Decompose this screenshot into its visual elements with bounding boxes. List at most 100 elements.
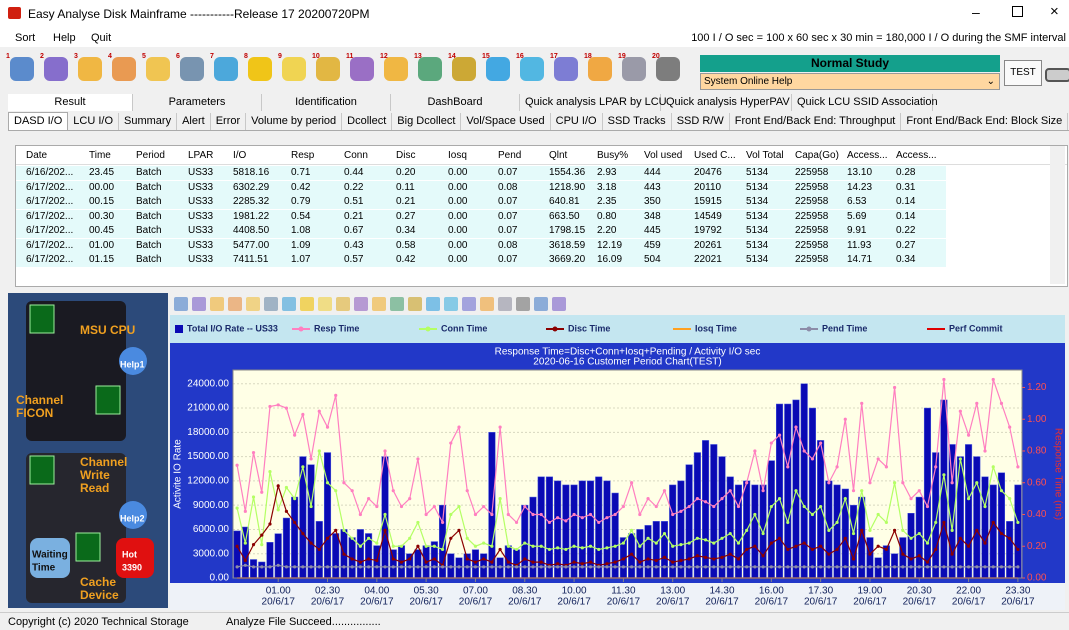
tab[interactable]: DashBoard xyxy=(391,94,520,111)
tab[interactable]: Front End/Back End: Throughput xyxy=(730,113,902,130)
chart-tool[interactable] xyxy=(462,297,476,311)
chart-tool[interactable] xyxy=(534,297,548,311)
menu-item[interactable]: Sort xyxy=(15,32,35,44)
tab[interactable]: Parameters xyxy=(133,94,262,111)
column-header[interactable]: Conn xyxy=(344,150,368,161)
toolbar-button[interactable] xyxy=(656,57,680,81)
toolbar-button[interactable] xyxy=(622,57,646,81)
column-header[interactable]: Period xyxy=(136,150,165,161)
point xyxy=(277,508,280,511)
column-header[interactable]: Disc xyxy=(396,150,415,161)
toolbar-button[interactable] xyxy=(112,57,136,81)
chart-tool[interactable] xyxy=(192,297,206,311)
tab[interactable]: Identification xyxy=(262,94,391,111)
menu-item[interactable]: Help xyxy=(53,32,76,44)
column-header[interactable]: Busy% xyxy=(597,150,628,161)
column-header[interactable]: Time xyxy=(89,150,111,161)
chart-tool[interactable] xyxy=(372,297,386,311)
close[interactable]: × xyxy=(1050,3,1059,20)
tab[interactable]: Volume by period xyxy=(246,113,342,130)
tab[interactable]: SSD R/W xyxy=(672,113,730,130)
column-header[interactable]: Date xyxy=(26,150,47,161)
toolbar-button[interactable] xyxy=(588,57,612,81)
column-header[interactable]: Vol Total xyxy=(746,150,784,161)
toolbar-button[interactable] xyxy=(316,57,340,81)
tab[interactable]: Result xyxy=(8,94,133,111)
toolbar-button[interactable] xyxy=(418,57,442,81)
column-header[interactable]: Access... xyxy=(847,150,888,161)
chart-tool[interactable] xyxy=(282,297,296,311)
tab[interactable]: Quick LCU SSID Association xyxy=(792,94,933,111)
chart-tool[interactable] xyxy=(480,297,494,311)
tab[interactable]: Vol/Space Used xyxy=(461,113,550,130)
table-cell: 3618.59 xyxy=(549,240,585,251)
chart-tool[interactable] xyxy=(300,297,314,311)
chart-tool[interactable] xyxy=(246,297,260,311)
tab[interactable]: Error xyxy=(211,113,246,130)
column-header[interactable]: I/O xyxy=(233,150,246,161)
toolbar-button[interactable] xyxy=(452,57,476,81)
tab[interactable]: CPU I/O xyxy=(551,113,603,130)
column-header[interactable]: LPAR xyxy=(188,150,213,161)
column-header[interactable]: Resp xyxy=(291,150,314,161)
toolbar-button[interactable] xyxy=(78,57,102,81)
chart-tool[interactable] xyxy=(318,297,332,311)
help-select[interactable]: System Online Help⌄ xyxy=(700,73,1000,90)
toolbar-button[interactable] xyxy=(350,57,374,81)
chart-tool[interactable] xyxy=(390,297,404,311)
tab[interactable]: Summary xyxy=(119,113,177,130)
chart-tool[interactable] xyxy=(498,297,512,311)
chart-tool[interactable] xyxy=(516,297,530,311)
toolbar-button[interactable] xyxy=(486,57,510,81)
maximize[interactable] xyxy=(1012,6,1023,17)
chart-tool[interactable] xyxy=(426,297,440,311)
scrollbar[interactable] xyxy=(1050,146,1065,284)
chart-tool[interactable] xyxy=(444,297,458,311)
toolbar-button[interactable] xyxy=(282,57,306,81)
chart-tool[interactable] xyxy=(552,297,566,311)
chart-tool[interactable] xyxy=(408,297,422,311)
tab[interactable]: DASD I/O xyxy=(8,112,68,130)
toolbar-button[interactable] xyxy=(520,57,544,81)
tab[interactable]: Front End/Back End: Block Size xyxy=(901,113,1068,130)
column-header[interactable]: Access... xyxy=(896,150,937,161)
toolbar-button[interactable] xyxy=(384,57,408,81)
column-header[interactable]: Capa(Go) xyxy=(795,150,839,161)
toolbar-button[interactable] xyxy=(44,57,68,81)
minimize[interactable]: – xyxy=(972,4,980,20)
tab[interactable]: Alert xyxy=(177,113,211,130)
point xyxy=(622,505,625,508)
tab[interactable]: Quick analysis HyperPAV xyxy=(661,94,792,111)
tab[interactable]: LCU I/O xyxy=(68,113,119,130)
chart-tool[interactable] xyxy=(354,297,368,311)
test-button[interactable]: TEST xyxy=(1004,60,1042,86)
toolbar-button[interactable] xyxy=(10,57,34,81)
tab[interactable]: SSD Tracks xyxy=(603,113,672,130)
chart-tool[interactable] xyxy=(264,297,278,311)
tab[interactable]: Quick analysis LPAR by LCU xyxy=(520,94,661,111)
column-header[interactable]: Vol used xyxy=(644,150,682,161)
menu-item[interactable]: Quit xyxy=(91,32,111,44)
column-header[interactable]: Used C... xyxy=(694,150,736,161)
chart-tool[interactable] xyxy=(228,297,242,311)
toolbar-button[interactable] xyxy=(248,57,272,81)
tab[interactable]: Dcollect xyxy=(342,113,392,130)
tab[interactable]: Big Dcollect xyxy=(392,113,461,130)
chart-tool[interactable] xyxy=(336,297,350,311)
column-header[interactable]: Iosq xyxy=(448,150,467,161)
toolbar-button[interactable] xyxy=(180,57,204,81)
chart-tool[interactable] xyxy=(210,297,224,311)
toolbar-button[interactable] xyxy=(554,57,578,81)
column-header[interactable]: Qlnt xyxy=(549,150,567,161)
chart-tool[interactable] xyxy=(174,297,188,311)
column-header[interactable]: Pend xyxy=(498,150,521,161)
toolbar-button[interactable] xyxy=(146,57,170,81)
toolbar-button[interactable] xyxy=(214,57,238,81)
